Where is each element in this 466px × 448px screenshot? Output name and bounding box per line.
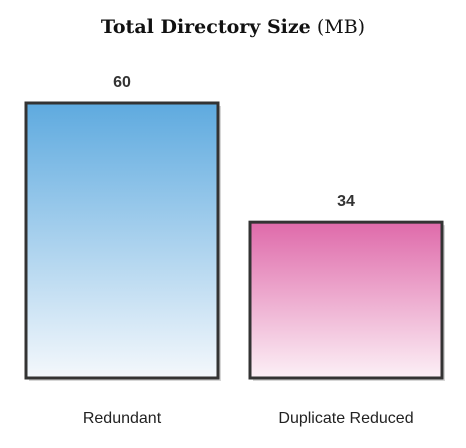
chart-title-unit: (MB)	[316, 16, 366, 38]
bar-redundant	[24, 101, 220, 380]
bar-duplicate-reduced	[248, 220, 444, 380]
chart-title-text: Total Directory Size	[100, 16, 311, 38]
category-label-1: Duplicate Reduced	[278, 410, 413, 427]
chart-title: Total Directory Size (MB)	[0, 16, 466, 38]
data-label-0: 60	[113, 74, 131, 91]
data-label-1: 34	[337, 193, 355, 210]
category-label-0: Redundant	[83, 410, 162, 427]
